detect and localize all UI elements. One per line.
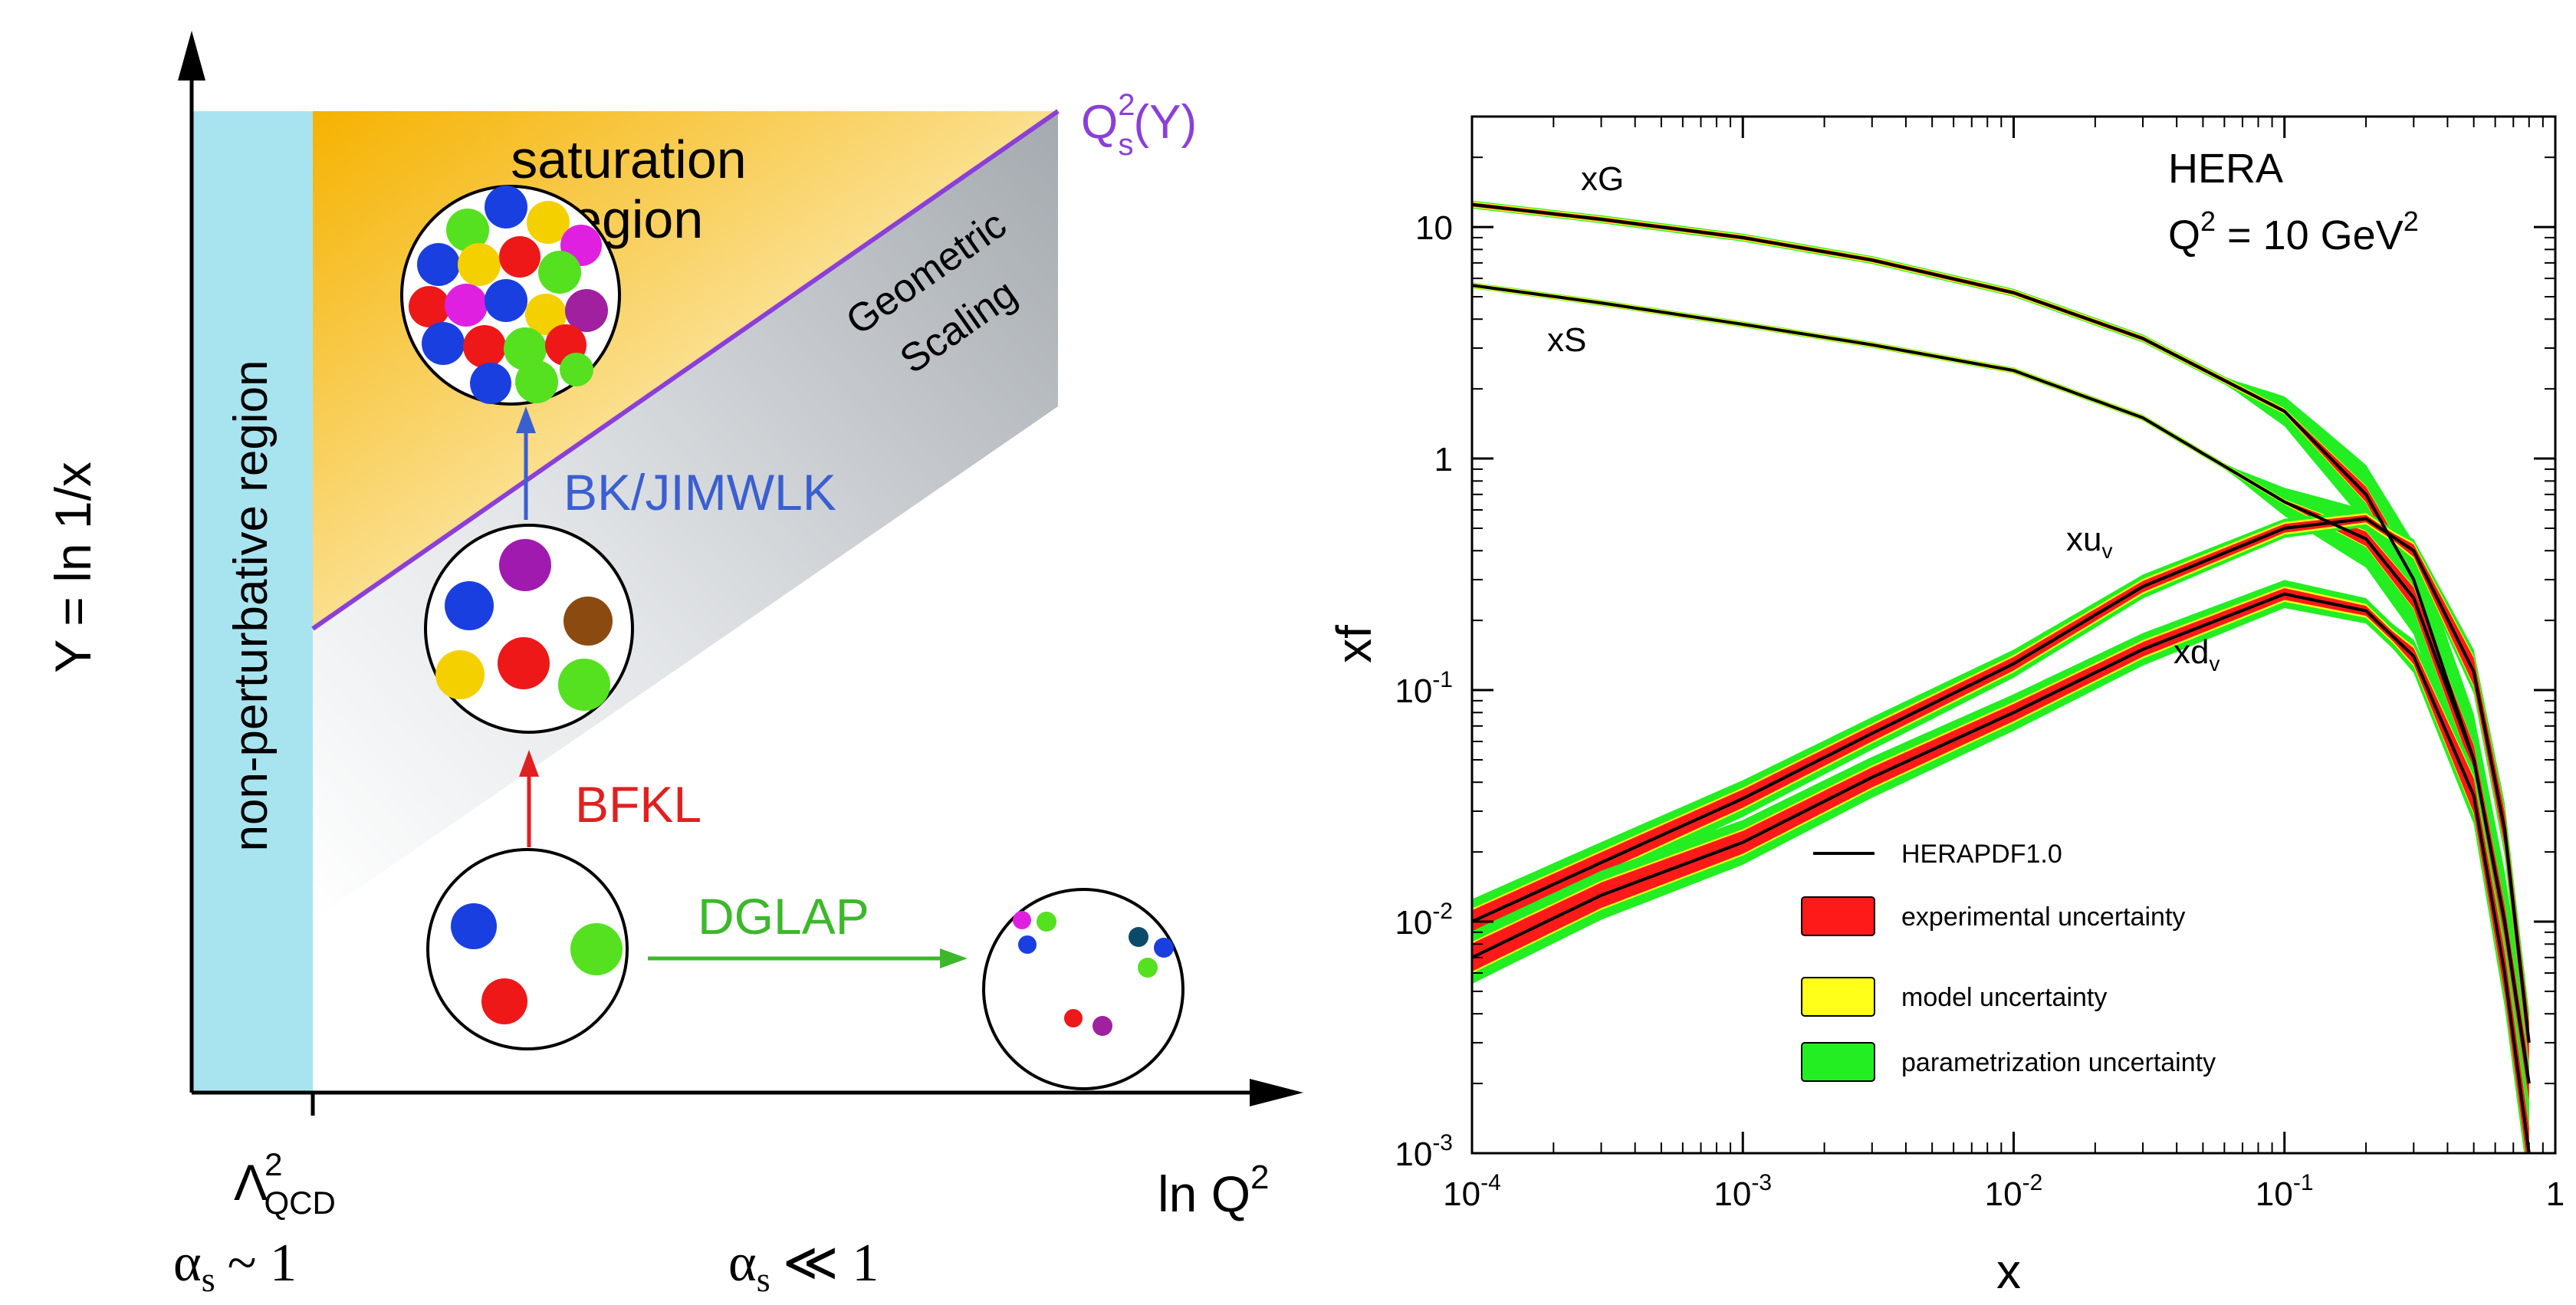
x-tick-label: 10-4	[1443, 1170, 1501, 1213]
legend: HERAPDF1.0 experimental uncertainty mode…	[1801, 840, 2216, 1082]
chart-subtitle: Q2 = 10 GeV2	[2168, 205, 2419, 258]
band-model-xuv	[1472, 513, 2529, 1065]
y-tick-label: 10-3	[1395, 1130, 1453, 1173]
y-tick-label: 1	[1434, 441, 1453, 478]
legend-box-experimental	[1801, 896, 1875, 936]
curve-xG	[1472, 202, 2531, 1084]
band-exp-xS	[1472, 284, 2529, 1102]
alpha-strong-label: αs ~ 1	[173, 1234, 297, 1299]
y-axis-label: xf	[1326, 625, 1382, 663]
dglap-arrowhead	[940, 948, 968, 968]
bfkl-hadron-circle	[424, 524, 634, 734]
qs-label: Q2 s(Y)	[1081, 88, 1197, 162]
lambda-qcd-label: Λ2 QCD	[234, 1146, 336, 1221]
bfkl-arrowhead	[519, 750, 539, 777]
series-label-xG: xG	[1581, 160, 1624, 198]
legend-box-model	[1801, 977, 1875, 1017]
y-tick-labels: 10-3 10-2 10-1 1 10	[1395, 209, 1453, 1173]
qs-saturation-line	[311, 109, 1060, 631]
x-tick-label: 10-2	[1985, 1170, 2043, 1213]
legend-label-model: model uncertainty	[1901, 983, 2107, 1012]
bk-arrowhead	[516, 406, 536, 433]
legend-label-parametrization: parametrization uncertainty	[1901, 1048, 2216, 1077]
band-exp-xuv	[1472, 514, 2529, 1063]
curve-xS	[1472, 284, 2531, 1084]
band-exp-xG	[1472, 202, 2529, 1103]
curve-xuv	[1472, 517, 2531, 1044]
high-q2-hadron-circle	[982, 888, 1184, 1090]
x-tick-labels: 10-4 10-3 10-2 10-1 1	[1443, 1170, 2564, 1213]
band-model-xS	[1472, 282, 2529, 1103]
alpha-weak-label: αs ≪ 1	[728, 1234, 879, 1299]
central-curves	[1472, 202, 2531, 1153]
x-tick-label: 10-1	[2256, 1170, 2314, 1213]
series-label-xuv: xuv	[2066, 521, 2112, 563]
y-axis-arrowhead	[178, 31, 205, 81]
bk-jimwlk-label: BK/JIMWLK	[564, 464, 836, 521]
axis-ticks	[1470, 116, 2557, 1155]
legend-label-experimental: experimental uncertainty	[1901, 902, 2185, 932]
x-tick-label: 1	[2546, 1175, 2564, 1213]
uncertainty-bands	[1472, 200, 2529, 1153]
bfkl-label: BFKL	[575, 776, 702, 833]
legend-box-parametrization	[1801, 1042, 1875, 1082]
series-label-xdv: xdv	[2174, 633, 2220, 676]
saturation-label-line1: saturation	[511, 130, 746, 189]
legend-label-herapdf: HERAPDF1.0	[1901, 840, 2062, 869]
y-tick-label: 10-1	[1395, 667, 1453, 710]
diagram: Y = ln 1/x ln Q2 Λ2 QCD αs ~ 1 αs ≪ 1 non-p…	[44, 31, 1303, 1299]
curve-xdv	[1472, 592, 2531, 1153]
y-axis-label: Y = ln 1/x	[44, 462, 101, 673]
y-tick-label: 10	[1415, 209, 1453, 247]
band-param-xS	[1472, 282, 2529, 1137]
x-axis-arrowhead	[1250, 1079, 1303, 1106]
y-tick-label: 10-2	[1395, 899, 1453, 942]
nonperturbative-region	[192, 111, 313, 1093]
chart-title: HERA	[2168, 146, 2283, 192]
x-axis-label: x	[1996, 1244, 2021, 1299]
dilute-hadron-circle	[426, 848, 629, 1050]
band-exp-xdv	[1472, 588, 2529, 1153]
x-axis-label: ln Q2	[1158, 1159, 1270, 1222]
series-label-xS: xS	[1547, 321, 1586, 359]
x-tick-label: 10-3	[1714, 1170, 1772, 1213]
dglap-label: DGLAP	[698, 888, 869, 945]
saturated-hadron-circle	[400, 185, 621, 406]
band-model-xG	[1472, 201, 2529, 1103]
nonperturbative-label: non-perturbative region	[225, 360, 278, 851]
